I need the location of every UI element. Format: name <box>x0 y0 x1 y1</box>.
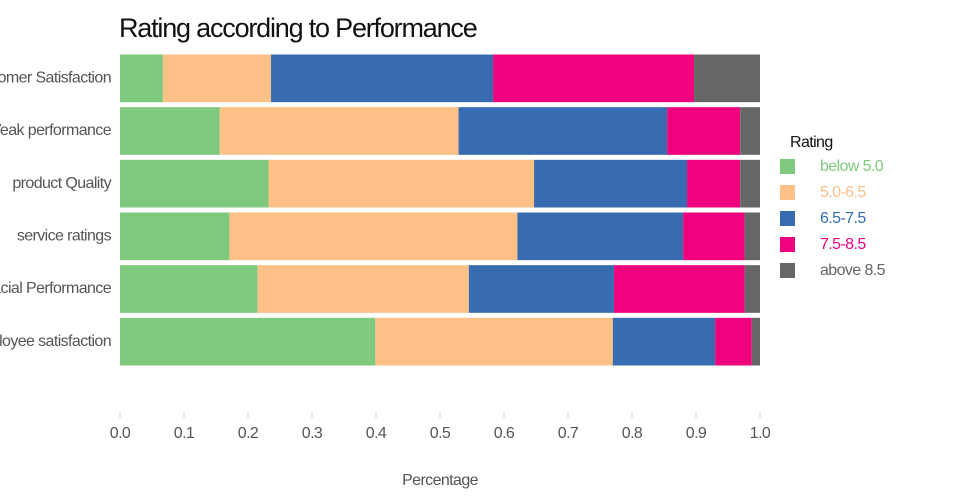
y-tick-label: service ratings <box>17 228 112 245</box>
bar-segment <box>271 54 494 103</box>
x-tick-label: 0.1 <box>174 425 195 442</box>
bar-segment <box>120 54 163 103</box>
legend-swatch <box>780 159 795 174</box>
legend-swatch <box>780 263 795 278</box>
bar-segment <box>740 159 760 208</box>
bar-segment <box>751 317 760 366</box>
x-tick-label: 0.3 <box>302 425 323 442</box>
bar-segment <box>694 54 760 103</box>
bar-segment <box>683 212 745 261</box>
bar-segment <box>229 212 518 261</box>
x-tick-label: 0.9 <box>686 425 707 442</box>
bar-segment <box>744 265 760 313</box>
bar-segment <box>468 265 615 313</box>
bar-segment <box>614 265 745 313</box>
bar-segment <box>120 159 269 208</box>
bar-segment <box>120 265 258 313</box>
legend-label: 6.5-7.5 <box>820 210 866 227</box>
bar-segment <box>257 265 469 313</box>
x-tick-label: 0.0 <box>110 425 131 442</box>
bar-segment <box>458 107 668 155</box>
bar-segment <box>120 212 230 261</box>
legend-label: above 8.5 <box>820 262 886 279</box>
legend-label: 7.5-8.5 <box>820 236 866 253</box>
bar-segment <box>120 317 376 366</box>
bar-segment <box>687 159 741 208</box>
legend-swatch <box>780 185 795 200</box>
x-tick-label: 0.4 <box>366 425 387 442</box>
legend-label: 5.0-6.5 <box>820 184 866 201</box>
bar-segment <box>667 107 741 155</box>
legend-label: below 5.0 <box>820 158 884 175</box>
bar-segment <box>740 107 760 155</box>
bar-segment <box>120 107 220 155</box>
bar-segment <box>375 317 613 366</box>
bar-segment <box>219 107 459 155</box>
x-tick-label: 0.5 <box>430 425 451 442</box>
x-tick-label: 0.8 <box>622 425 643 442</box>
chart-title: Rating according to Performance <box>119 13 477 43</box>
bar-segment <box>534 159 688 208</box>
bar-segment <box>517 212 684 261</box>
legend-title: Rating <box>790 134 833 151</box>
bar-segment <box>612 317 716 366</box>
x-axis-label: Percentage <box>402 472 479 489</box>
legend-swatch <box>780 237 795 252</box>
y-tick-label: Veak performance <box>0 122 112 139</box>
bar-segment <box>493 54 695 103</box>
bar-segment <box>268 159 535 208</box>
bar-segment <box>715 317 752 366</box>
x-tick-label: 0.6 <box>494 425 515 442</box>
y-tick-label: loyee satisfaction <box>0 333 111 350</box>
x-tick-label: 0.7 <box>558 425 579 442</box>
x-tick-label: 1.0 <box>750 425 771 442</box>
bar-segment <box>744 212 760 261</box>
bar-segment <box>162 54 272 103</box>
legend-swatch <box>780 211 795 226</box>
y-tick-label: omer Satisfaction <box>0 70 111 87</box>
y-tick-label: acial Performance <box>0 280 112 297</box>
x-tick-label: 0.2 <box>238 425 259 442</box>
y-tick-label: product Quality <box>12 175 111 192</box>
